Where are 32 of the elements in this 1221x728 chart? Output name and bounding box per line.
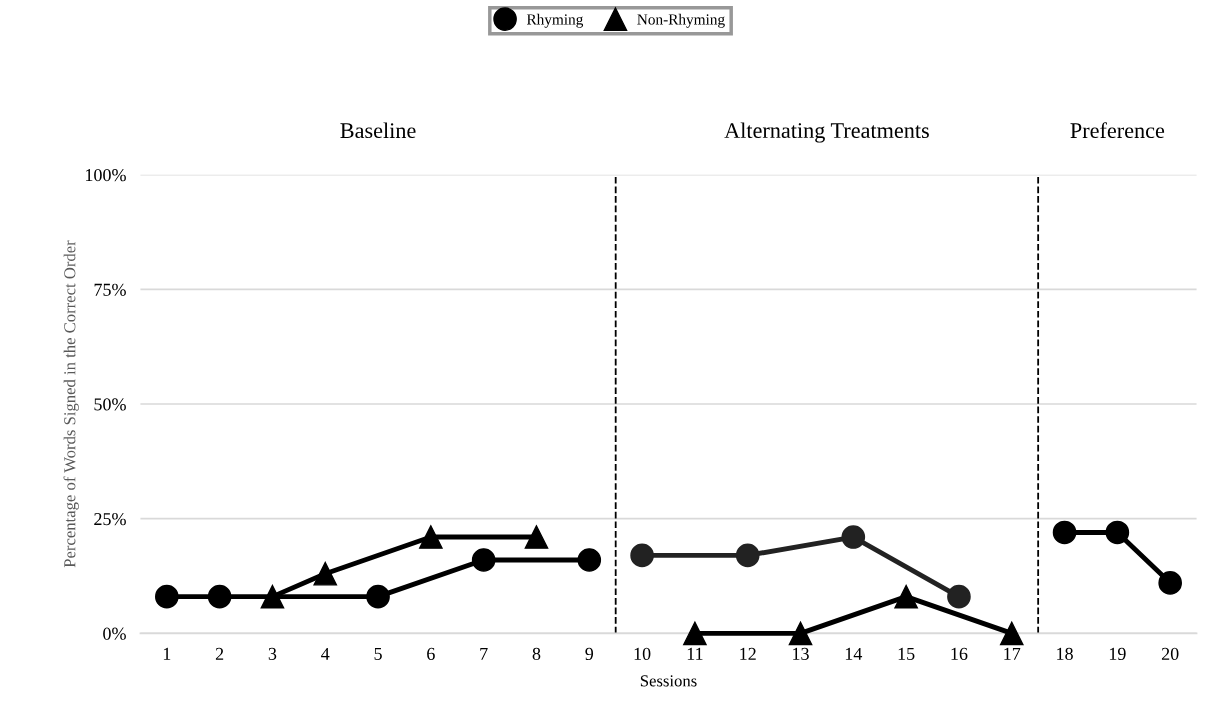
x-tick-label: 15 — [898, 647, 915, 660]
x-tick-label: 11 — [687, 647, 703, 660]
x-tick-label: 14 — [845, 647, 863, 660]
x-tick-label: 17 — [1004, 647, 1021, 660]
x-tick-label: 6 — [427, 647, 435, 660]
x-axis-title: Sessions — [640, 675, 697, 687]
y-tick-label: 100% — [85, 168, 126, 182]
x-tick-label: 12 — [740, 647, 756, 660]
x-tick-label: 13 — [793, 647, 809, 660]
y-tick-label: 25% — [94, 512, 126, 526]
y-tick-label: 75% — [94, 283, 126, 296]
x-tick-label: 8 — [532, 647, 541, 660]
x-tick-label: 16 — [951, 647, 968, 660]
x-tick-label: 7 — [480, 647, 488, 660]
x-tick-label: 4 — [321, 647, 330, 660]
x-tick-label: 5 — [374, 647, 382, 660]
y-tick-label: 0% — [103, 627, 126, 640]
x-tick-label: 3 — [268, 647, 277, 660]
legend-label: Rhyming — [526, 13, 584, 28]
x-tick-label: 9 — [585, 647, 594, 660]
x-tick-label: 18 — [1057, 647, 1073, 660]
text: Baseline — [340, 122, 416, 139]
text: Preference — [1070, 122, 1165, 139]
x-tick-label: 2 — [215, 647, 224, 660]
y-axis-title: Percentage of Words Signed in the Correct Order — [63, 240, 79, 568]
x-tick-label: 19 — [1109, 647, 1126, 660]
x-tick-label: 1 — [163, 647, 171, 660]
x-tick-label: 20 — [1161, 647, 1179, 660]
legend-label: Non-Rhyming — [637, 13, 725, 28]
y-tick-label: 50% — [94, 398, 126, 411]
x-tick-label: 10 — [634, 647, 651, 660]
text: Alternating Treatments — [724, 122, 929, 143]
